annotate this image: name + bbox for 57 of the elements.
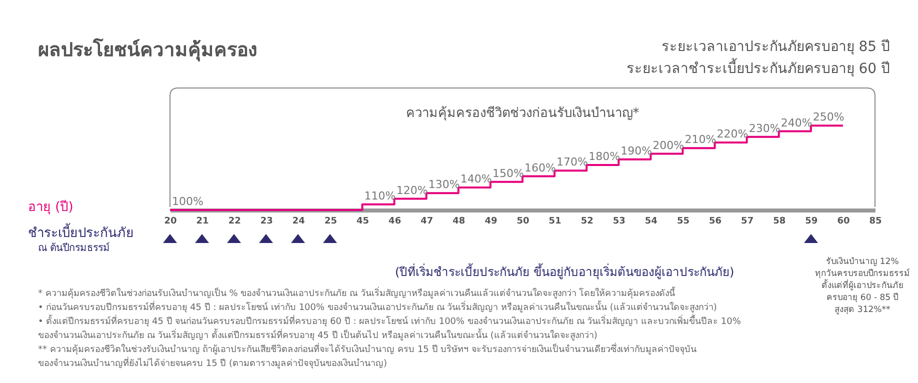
x-tick-label: 58 — [773, 216, 786, 226]
text: ** ความคุ้มครองชีวิตในช่วงรับเงินบำนาญ ถ้าผู้เอาประกันเสียชีวิตลงก่อนที่จะได้รับเงินบำนาญ ครบ 15 ปี บริษัทฯ จะรับรองการจ่ายเงินเป็นจำนวนเดียวซึ่งเท่ากับมูลค่าปัจจุบัน — [38, 345, 696, 355]
x-tick-label: 48 — [452, 216, 466, 226]
data-label: 250% — [812, 110, 844, 124]
x-tick-label: 59 — [805, 216, 818, 226]
text: ของจำนวนเงินบำนาญที่ยังไม่ได้จ่ายจนครบ 15 ปี (ตามตารางมูลค่าปัจจุบันของเงินบำนาญ) — [38, 359, 388, 369]
data-label: 100% — [172, 195, 204, 208]
x-tick-label: 51 — [548, 216, 562, 226]
x-tick-label: 24 — [292, 216, 305, 226]
data-label: 200% — [652, 138, 684, 152]
chart-title: ผลประโยชน์ความคุ้มครอง — [38, 37, 257, 64]
x-tick-label: 22 — [228, 216, 241, 226]
data-label: 130% — [428, 178, 460, 192]
x-tick-label: 49 — [484, 216, 498, 226]
x-tick-label: 46 — [388, 216, 402, 226]
text: * ความคุ้มครองชีวิตในช่วงก่อนรับเงินบำนาญเป็น % ของจำนวนเงินเอาประกันภัย ณ วันเริ่มสัญญาหรือมูลค่าเวนคืนแล้วแต่จำนวนใดจะสูงกว่า โดยให้ความคุ้มครองดังนี้ — [38, 289, 676, 299]
data-label: 210% — [684, 133, 716, 146]
data-label: 190% — [620, 144, 652, 158]
text: อายุ (ปี) — [28, 198, 74, 217]
data-label: 140% — [460, 172, 492, 186]
text: สูงสุด 312%** — [834, 305, 890, 315]
text: • ก่อนวันครบรอบปีกรมธรรม์ที่ครบอายุ 45 ปี : ผลประโยชน์ เท่ากับ 100% ของจำนวนเงินเอาประกันภัย ณ วันเริ่มสัญญา หรือมูลค่าเวนคืนในขณะนั้น (แล้วแต่จำนวนใดจะสูงกว่า) — [38, 303, 717, 313]
x-tick-label: 20 — [164, 216, 177, 226]
x-tick-label: 25 — [324, 216, 337, 226]
text: ครบอายุ 60 - 85 ปี — [826, 293, 898, 303]
x-tick-label: 50 — [516, 216, 530, 226]
data-label: 230% — [748, 122, 780, 135]
text: ชำระเบี้ยประกันภัย — [28, 222, 134, 242]
text: ทุกวันครบรอบปีกรมธรรม์ — [815, 269, 910, 279]
data-label: 150% — [492, 166, 524, 180]
x-tick-label: 60 — [837, 216, 850, 226]
text: (ปีที่เริ่มชำระเบี้ยประกันภัย ขึ้นอยู่กับอายุเริ่มต้นของผู้เอาประกันภัย) — [395, 262, 734, 281]
x-tick-label: 21 — [196, 216, 209, 226]
text: ความคุ้มครองชีวิตช่วงก่อนรับเงินบำนาญ* — [406, 106, 640, 121]
data-label: 160% — [524, 161, 556, 174]
x-tick-label: 57 — [741, 216, 754, 226]
x-tick-label: 55 — [676, 216, 690, 226]
x-tick-label: 54 — [644, 216, 658, 226]
x-tick-label: 45 — [356, 216, 370, 226]
x-tick-label: 53 — [612, 216, 626, 226]
data-label: 110% — [364, 189, 396, 202]
data-label: 240% — [780, 116, 812, 130]
text: ณ ต้นปีกรมธรรม์ — [38, 241, 110, 255]
data-label: 220% — [716, 128, 748, 140]
x-tick-label: 52 — [580, 216, 594, 226]
text: รับเงินบำนาญ 12% — [826, 257, 899, 267]
x-tick-label: 56 — [709, 216, 722, 226]
text: ของจำนวนเงินเอาประกันภัย ณ วันเริ่มสัญญา ตั้งแต่ปีกรมธรรม์ที่ครบอายุ 45 ปี เป็นต้นไป หรือมูลค่าเวนคืนในขณะนั้น (แล้วแต่จำนวนใดจะสูงกว่า) — [38, 331, 598, 341]
x-tick-label: 47 — [420, 216, 434, 226]
text: ตั้งแต่ที่ผู้เอาประกันภัย — [822, 281, 904, 291]
data-label: 170% — [556, 156, 588, 169]
data-label: 120% — [396, 184, 428, 197]
x-tick-label: 85 — [869, 216, 882, 226]
chart-subtitle: ระยะเวลาเอาประกันภัยครบอายุ 85 ปี ระยะเวลาชำระเบี้ยประกันภัยครบอายุ 60 ปี — [626, 38, 890, 79]
data-label: 180% — [588, 150, 620, 163]
text: • ตั้งแต่ปีกรมธรรม์ที่ครบอายุ 45 ปี จนก่อนวันครบรอบปีกรมธรรม์ที่ครบอายุ 60 ปี : ผลประโยชน์ เท่ากับ 100% ของจำนวนเงินเอาประกันภัย ณ วันเริ่มสัญญา และบวกเพิ่มขึ้นปีละ 10% — [38, 317, 741, 327]
x-tick-label: 23 — [260, 216, 273, 226]
